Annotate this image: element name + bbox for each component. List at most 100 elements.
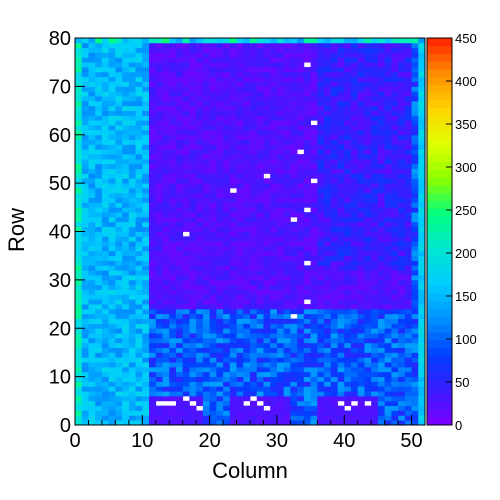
heatmap-cell: [290, 318, 298, 324]
heatmap-cell: [276, 294, 285, 300]
heatmap-cell: [364, 333, 372, 339]
heatmap-cell: [182, 265, 190, 271]
heatmap-cell: [297, 158, 305, 165]
heatmap-cell: [364, 91, 372, 97]
heatmap-cell: [384, 163, 392, 170]
heatmap-cell: [95, 386, 103, 392]
heatmap-cell: [256, 96, 264, 102]
heatmap-cell: [337, 212, 345, 218]
heatmap-cell: [297, 178, 305, 184]
heatmap-cell: [418, 352, 426, 358]
heatmap-cell: [95, 125, 103, 131]
heatmap-cell: [149, 192, 157, 199]
heatmap-cell: [182, 163, 190, 170]
heatmap-cell: [108, 183, 116, 189]
heatmap-cell: [317, 328, 325, 334]
heatmap-cell: [108, 149, 116, 155]
heatmap-cell: [303, 255, 311, 261]
heatmap-cell: [202, 304, 211, 310]
heatmap-cell: [350, 299, 359, 305]
heatmap-cell: [344, 376, 352, 382]
heatmap-cell: [189, 173, 197, 179]
heatmap-cell: [404, 318, 412, 324]
heatmap-cell: [418, 381, 426, 387]
heatmap-cell: [411, 400, 419, 407]
heatmap-cell: [196, 415, 204, 421]
heatmap-cell: [324, 168, 332, 174]
heatmap-cell: [398, 323, 406, 329]
heatmap-cell: [263, 333, 271, 339]
heatmap-cell: [149, 299, 157, 305]
colorbar-swatch: [427, 308, 452, 318]
heatmap-cell: [364, 100, 372, 107]
heatmap-cell: [229, 415, 237, 421]
heatmap-cell: [75, 212, 83, 218]
heatmap-cell: [88, 400, 96, 407]
heatmap-cell: [283, 96, 291, 102]
heatmap-cell: [250, 202, 258, 208]
heatmap-cell: [276, 212, 285, 218]
heatmap-cell: [371, 279, 379, 286]
heatmap-cell: [317, 207, 325, 213]
heatmap-cell: [149, 395, 157, 402]
heatmap-cell: [142, 255, 150, 261]
heatmap-cell: [155, 236, 163, 242]
heatmap-cell: [128, 371, 136, 378]
heatmap-cell: [317, 294, 325, 300]
heatmap-cell: [317, 395, 325, 402]
heatmap-cell: [317, 154, 325, 160]
heatmap-cell: [283, 357, 291, 363]
heatmap-cell: [350, 342, 359, 348]
heatmap-cell: [303, 105, 311, 111]
heatmap-cell: [256, 168, 264, 174]
heatmap-cell: [101, 81, 110, 87]
heatmap-cell: [128, 115, 136, 121]
heatmap-cell: [135, 347, 143, 353]
heatmap-cell: [128, 304, 136, 310]
x-tick-label: 10: [131, 430, 153, 452]
heatmap-cell: [330, 246, 338, 252]
heatmap-cell: [196, 96, 204, 102]
heatmap-cell: [115, 183, 123, 189]
heatmap-cell: [95, 400, 103, 407]
heatmap-cell: [398, 289, 406, 295]
heatmap-cell: [135, 62, 143, 68]
heatmap-cell: [371, 154, 379, 160]
heatmap-cell: [290, 96, 298, 102]
heatmap-cell: [155, 86, 163, 92]
heatmap-cell: [283, 173, 291, 179]
heatmap-cell: [142, 376, 150, 382]
heatmap-cell: [263, 212, 271, 218]
heatmap-cell: [310, 304, 318, 310]
heatmap-cell: [101, 304, 110, 310]
heatmap-cell: [250, 120, 258, 126]
heatmap-cell: [182, 139, 190, 145]
heatmap-cell: [310, 376, 318, 382]
heatmap-cell: [371, 250, 379, 257]
heatmap-cell: [196, 265, 204, 271]
heatmap-cell: [202, 371, 211, 378]
heatmap-cell: [364, 52, 372, 58]
heatmap-cell: [290, 91, 298, 97]
heatmap-cell: [283, 105, 291, 111]
heatmap-cell: [189, 81, 197, 87]
heatmap-cell: [330, 333, 338, 339]
heatmap-cell: [330, 241, 338, 247]
heatmap-cell: [135, 391, 143, 397]
heatmap-cell: [263, 149, 271, 155]
heatmap-cell: [101, 265, 110, 271]
heatmap-cell: [263, 67, 271, 73]
heatmap-cell: [330, 96, 338, 102]
heatmap-cell: [95, 366, 103, 373]
heatmap-cell: [135, 154, 143, 160]
heatmap-cell: [75, 357, 83, 363]
heatmap-cell: [391, 284, 399, 290]
heatmap-cell: [411, 115, 419, 121]
y-axis-title: Row: [4, 208, 29, 252]
heatmap-cell: [115, 207, 123, 213]
heatmap-cell: [290, 105, 298, 111]
heatmap-cell: [364, 207, 372, 213]
heatmap-cell: [149, 71, 157, 78]
heatmap-cell: [196, 38, 204, 44]
heatmap-cell: [303, 91, 311, 97]
